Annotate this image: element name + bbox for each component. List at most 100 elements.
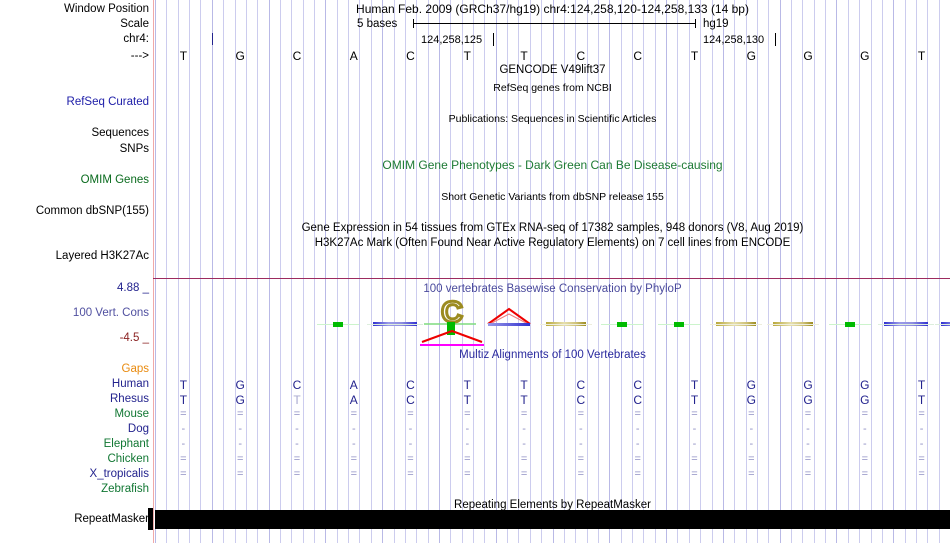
track-text-multiz[interactable]: Multiz Alignments of 100 Vertebrates <box>459 349 646 361</box>
ruler-position-label-2: 124,258,130 <box>703 34 765 46</box>
track-text-omim-phenotypes[interactable]: OMIM Gene Phenotypes - Dark Green Can Be… <box>382 158 723 172</box>
gridline <box>155 0 156 543</box>
multiz-row-dog: -------------- <box>155 423 950 437</box>
scale-bar-line <box>413 23 696 24</box>
track-text-conservation[interactable]: 100 vertebrates Basewise Conservation by… <box>423 283 682 295</box>
left-rule-upper <box>153 0 154 278</box>
multiz-gap-mark: = <box>236 468 244 480</box>
label-refseq-curated[interactable]: RefSeq Curated <box>66 96 149 108</box>
scale-bar-label: 5 bases <box>357 18 398 30</box>
multiz-base: G <box>803 378 813 392</box>
multiz-base: G <box>860 378 870 392</box>
label-sequences[interactable]: Sequences <box>91 127 149 139</box>
multiz-gap-mark: = <box>180 468 187 480</box>
multiz-gap-mark: = <box>293 468 301 480</box>
multiz-base: C <box>633 393 643 407</box>
gridline <box>586 0 588 543</box>
base-letter: T <box>179 49 188 63</box>
base-letter: G <box>803 49 813 63</box>
multiz-gap-mark: - <box>919 438 924 450</box>
gridline <box>382 0 384 543</box>
multiz-gap-mark: - <box>579 438 583 450</box>
ruler-tick-2 <box>775 33 776 46</box>
track-text-gtex[interactable]: Gene Expression in 54 tissues from GTEx … <box>301 222 804 234</box>
base-letter: G <box>746 49 756 63</box>
gridline <box>688 0 690 543</box>
multiz-base: G <box>860 393 870 407</box>
multiz-gap-mark: - <box>692 438 697 450</box>
gridline <box>438 0 440 543</box>
multiz-base: C <box>633 378 643 392</box>
multiz-gap-mark: - <box>806 423 810 435</box>
base-letter: C <box>292 49 302 63</box>
multiz-gap-mark: = <box>634 453 641 465</box>
multiz-gap-mark: - <box>408 438 413 450</box>
conservation-bar-positive <box>844 321 855 327</box>
gridline <box>836 0 838 543</box>
label-species-chicken: Chicken <box>107 453 149 465</box>
gridline <box>529 0 531 543</box>
label-repeatmasker[interactable]: RepeatMasker <box>74 513 149 525</box>
track-text-h3k27ac[interactable]: H3K27Ac Mark (Often Found Near Active Re… <box>314 237 791 249</box>
track-text-refseq-ncbi[interactable]: RefSeq genes from NCBI <box>493 82 612 94</box>
conservation-bar-positive <box>617 321 628 327</box>
gridline <box>245 0 247 543</box>
base-letter: T <box>690 49 699 63</box>
gridline <box>518 0 520 543</box>
multiz-row-elephant: -------------- <box>155 438 950 452</box>
label-omim-genes[interactable]: OMIM Genes <box>80 174 149 186</box>
multiz-base: T <box>520 393 528 407</box>
multiz-gap-mark: = <box>236 453 244 465</box>
label-cons-max: 4.88 _ <box>117 282 149 294</box>
gridline <box>745 0 747 543</box>
gridline <box>859 0 861 543</box>
multiz-base: G <box>235 378 245 392</box>
multiz-base: C <box>292 378 302 392</box>
multiz-base: C <box>406 393 415 407</box>
gridline <box>211 0 213 543</box>
gridline <box>870 0 872 543</box>
multiz-gap-mark: - <box>749 438 754 450</box>
gridline <box>461 0 463 543</box>
track-data-area[interactable]: Human Feb. 2009 (GRCh37/hg19) chr4:124,2… <box>155 0 950 543</box>
multiz-gap-mark: = <box>634 468 641 480</box>
multiz-base: G <box>803 393 813 407</box>
multiz-gap-mark: = <box>520 468 528 480</box>
multiz-base: G <box>746 393 756 407</box>
base-letter: G <box>235 49 245 63</box>
gridline <box>348 0 350 543</box>
conservation-baseline <box>539 323 592 325</box>
multiz-row-gaps <box>155 363 950 377</box>
multiz-gap-mark: - <box>181 423 186 435</box>
gridline <box>791 0 792 543</box>
label-species-xtropicalis: X_tropicalis <box>89 468 149 480</box>
multiz-gap-mark: - <box>465 438 470 450</box>
multiz-gap-mark: = <box>180 408 187 420</box>
gridline <box>847 0 849 543</box>
multiz-row-zebrafish <box>155 483 950 497</box>
multiz-gap-mark: = <box>293 453 301 465</box>
label-layered-h3k27ac[interactable]: Layered H3K27Ac <box>55 250 149 262</box>
label-cons-track[interactable]: 100 Vert. Cons <box>72 307 149 319</box>
gridline <box>484 0 486 543</box>
track-text-publications[interactable]: Publications: Sequences in Scientific Ar… <box>448 113 657 125</box>
track-text-dbsnp[interactable]: Short Genetic Variants from dbSNP releas… <box>441 191 664 203</box>
multiz-gap-mark: = <box>918 468 925 480</box>
repeatmasker-feature-bar[interactable] <box>155 510 950 529</box>
track-text-repeatmasker[interactable]: Repeating Elements by RepeatMasker <box>454 499 651 511</box>
multiz-gap-mark: = <box>577 453 585 465</box>
label-species-elephant: Elephant <box>103 438 149 450</box>
label-snps[interactable]: SNPs <box>119 143 149 155</box>
gridline <box>722 0 724 543</box>
multiz-gap-mark: = <box>350 468 358 480</box>
multiz-gap-mark: = <box>407 453 414 465</box>
gridline <box>927 0 929 543</box>
multiz-gap-mark: - <box>351 438 356 450</box>
label-species-zebrafish: Zebrafish <box>101 483 149 495</box>
conservation-plot[interactable]: C <box>310 279 950 348</box>
label-common-dbsnp[interactable]: Common dbSNP(155) <box>35 205 149 217</box>
multiz-base: G <box>746 378 756 392</box>
track-text-gencode[interactable]: GENCODE V49lift37 <box>499 64 606 76</box>
ruler-tick-start <box>212 33 213 45</box>
